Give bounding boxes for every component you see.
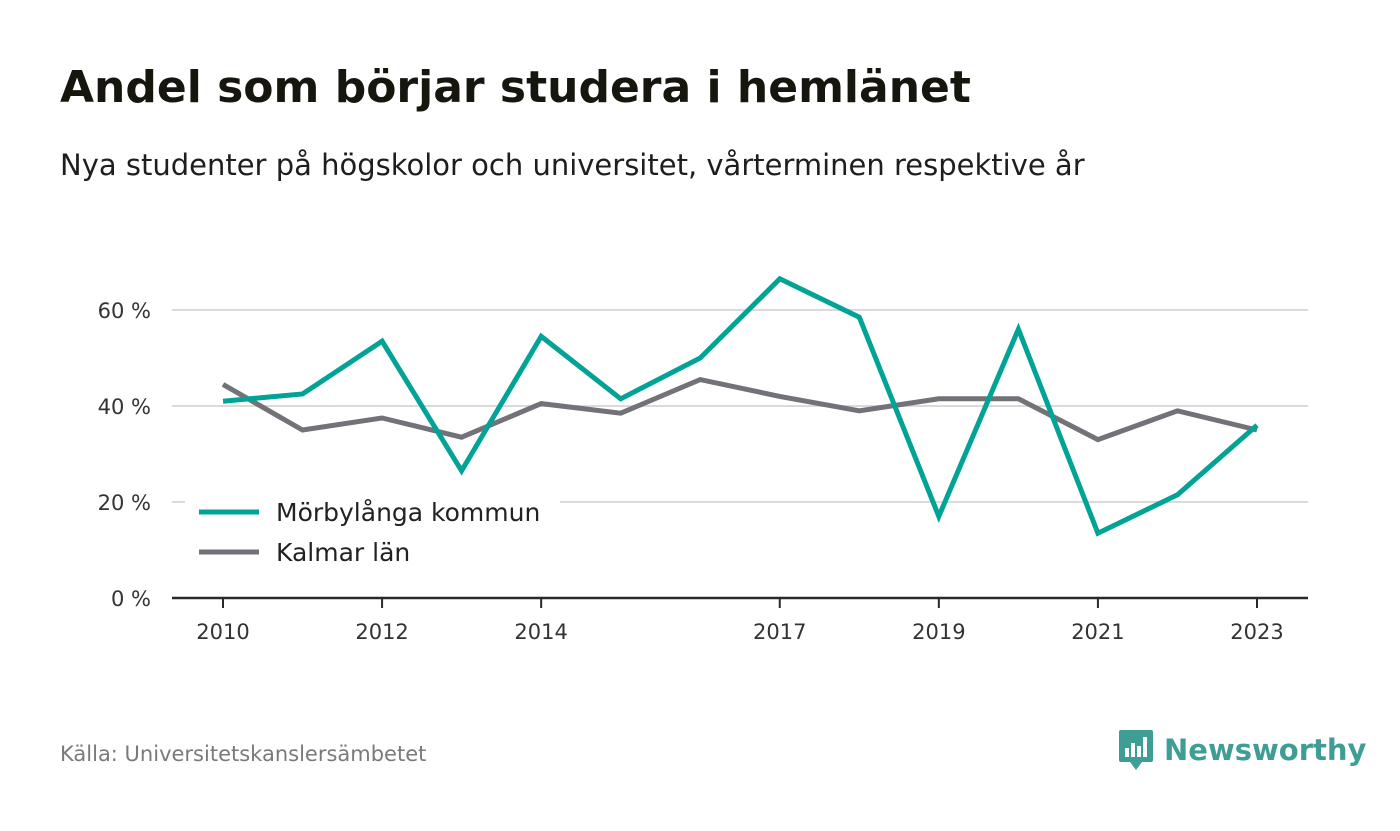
chart-subtitle: Nya studenter på högskolor och universit… [60, 148, 1085, 182]
x-tick-label: 2021 [1071, 620, 1124, 644]
brand-name: Newsworthy [1164, 733, 1367, 767]
brand-logo: Newsworthy [1118, 728, 1366, 772]
y-tick-label: 60 % [98, 299, 151, 323]
legend-label: Mörbylånga kommun [276, 498, 540, 527]
legend-label: Kalmar län [276, 538, 410, 567]
x-tick-label: 2017 [753, 620, 806, 644]
y-tick-label: 40 % [98, 395, 151, 419]
line-chart: 0 % 20 % 40 % 60 % 2010 2012 2014 2017 2019 2021… [98, 275, 1308, 644]
series-line [221, 376, 1258, 443]
x-tick-label: 2010 [196, 620, 249, 644]
x-tick-label: 2023 [1230, 620, 1283, 644]
legend-box [185, 488, 560, 576]
y-tick-label: 0 % [111, 587, 151, 611]
chart-title: Andel som börjar studera i hemlänet [60, 62, 971, 113]
x-tick-label: 2012 [355, 620, 408, 644]
bar-chart-speech-icon [1119, 730, 1153, 770]
x-tick-label: 2014 [514, 620, 567, 644]
source-note: Källa: Universitetskanslersämbetet [60, 742, 427, 766]
y-tick-label: 20 % [98, 491, 151, 515]
x-tick-label: 2019 [912, 620, 965, 644]
series-line [222, 275, 1259, 537]
